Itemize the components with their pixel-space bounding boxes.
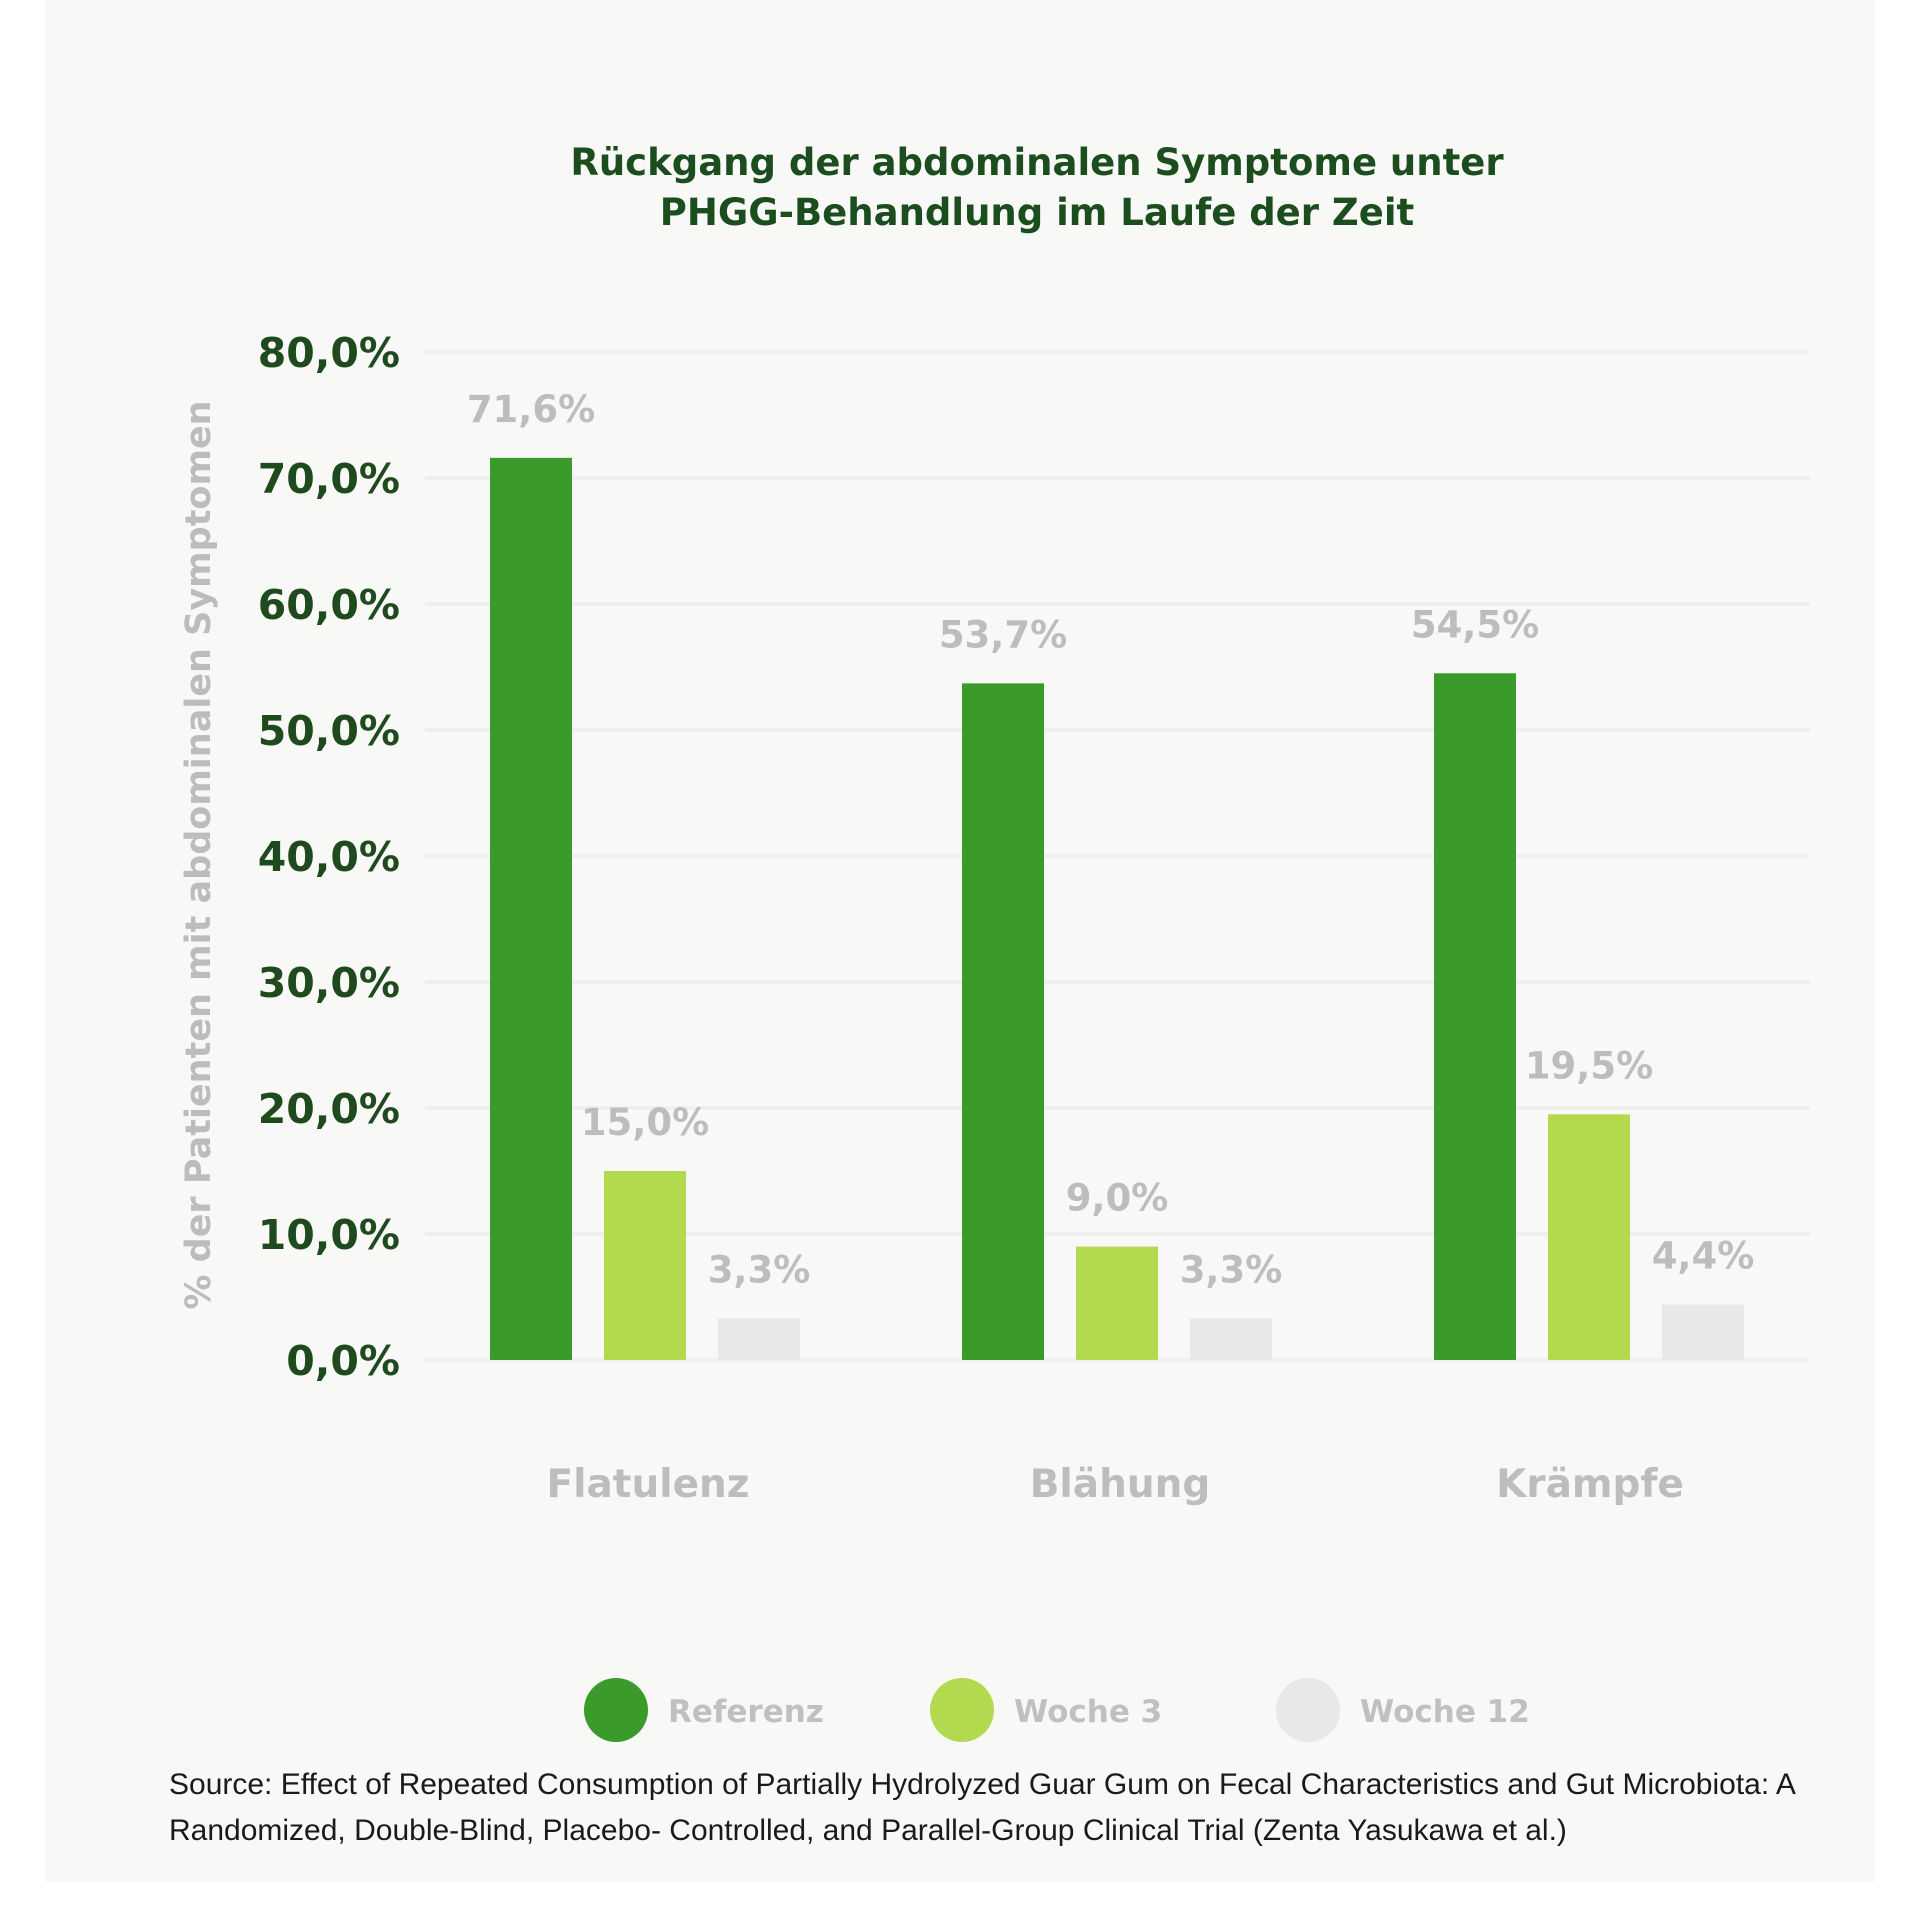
bar-referenz-blähung (962, 683, 1044, 1360)
y-tick-label: 0,0% (286, 1337, 400, 1385)
chart-card: Rückgang der abdominalen Symptome unter P… (45, 0, 1875, 1882)
bar-referenz-krämpfe (1434, 673, 1516, 1360)
legend-label: Woche 12 (1360, 1694, 1530, 1730)
bar-referenz-flatulenz (490, 457, 572, 1361)
y-axis-label: % der Patienten mit abdominalen Symptome… (179, 400, 219, 1309)
legend-label: Woche 3 (1014, 1694, 1162, 1730)
data-label: 3,3% (708, 1248, 811, 1291)
bar-woche-3-flatulenz (604, 1171, 686, 1360)
bar-woche-3-blähung (1076, 1246, 1158, 1360)
data-label: 4,4% (1652, 1235, 1755, 1278)
bar-chart: Rückgang der abdominalen Symptome unter P… (179, 141, 1810, 1742)
y-tick-label: 50,0% (258, 707, 400, 755)
chart-title-line-1: Rückgang der abdominalen Symptome unter (570, 141, 1504, 184)
data-label: 54,5% (1411, 603, 1539, 646)
x-category-label: Blähung (1030, 1462, 1211, 1507)
data-label: 53,7% (939, 613, 1067, 656)
data-label: 19,5% (1525, 1044, 1653, 1087)
legend-swatch-woche-12 (1276, 1678, 1340, 1742)
legend-swatch-referenz (584, 1678, 648, 1742)
bar-woche-12-flatulenz (718, 1318, 800, 1360)
data-label: 3,3% (1180, 1248, 1283, 1291)
x-category-label: Krämpfe (1496, 1462, 1684, 1507)
bar-woche-3-krämpfe (1548, 1114, 1630, 1360)
data-label: 9,0% (1066, 1177, 1169, 1220)
data-label: 15,0% (581, 1101, 709, 1144)
y-tick-label: 10,0% (258, 1211, 400, 1259)
source-note: Source: Effect of Repeated Consumption o… (169, 1768, 1795, 1847)
legend-swatch-woche-3 (930, 1678, 994, 1742)
legend-label: Referenz (668, 1694, 824, 1730)
chart-title-line-2: PHGG-Behandlung im Laufe der Zeit (660, 191, 1414, 234)
y-tick-label: 30,0% (258, 959, 400, 1007)
x-category-label: Flatulenz (546, 1462, 749, 1507)
data-label: 71,6% (467, 388, 595, 431)
bar-woche-12-krämpfe (1662, 1304, 1744, 1360)
y-tick-label: 80,0% (258, 329, 400, 377)
y-tick-label: 60,0% (258, 581, 400, 629)
y-tick-label: 70,0% (258, 455, 400, 503)
y-tick-label: 20,0% (258, 1085, 400, 1133)
bar-woche-12-blähung (1190, 1318, 1272, 1360)
y-tick-label: 40,0% (258, 833, 400, 881)
